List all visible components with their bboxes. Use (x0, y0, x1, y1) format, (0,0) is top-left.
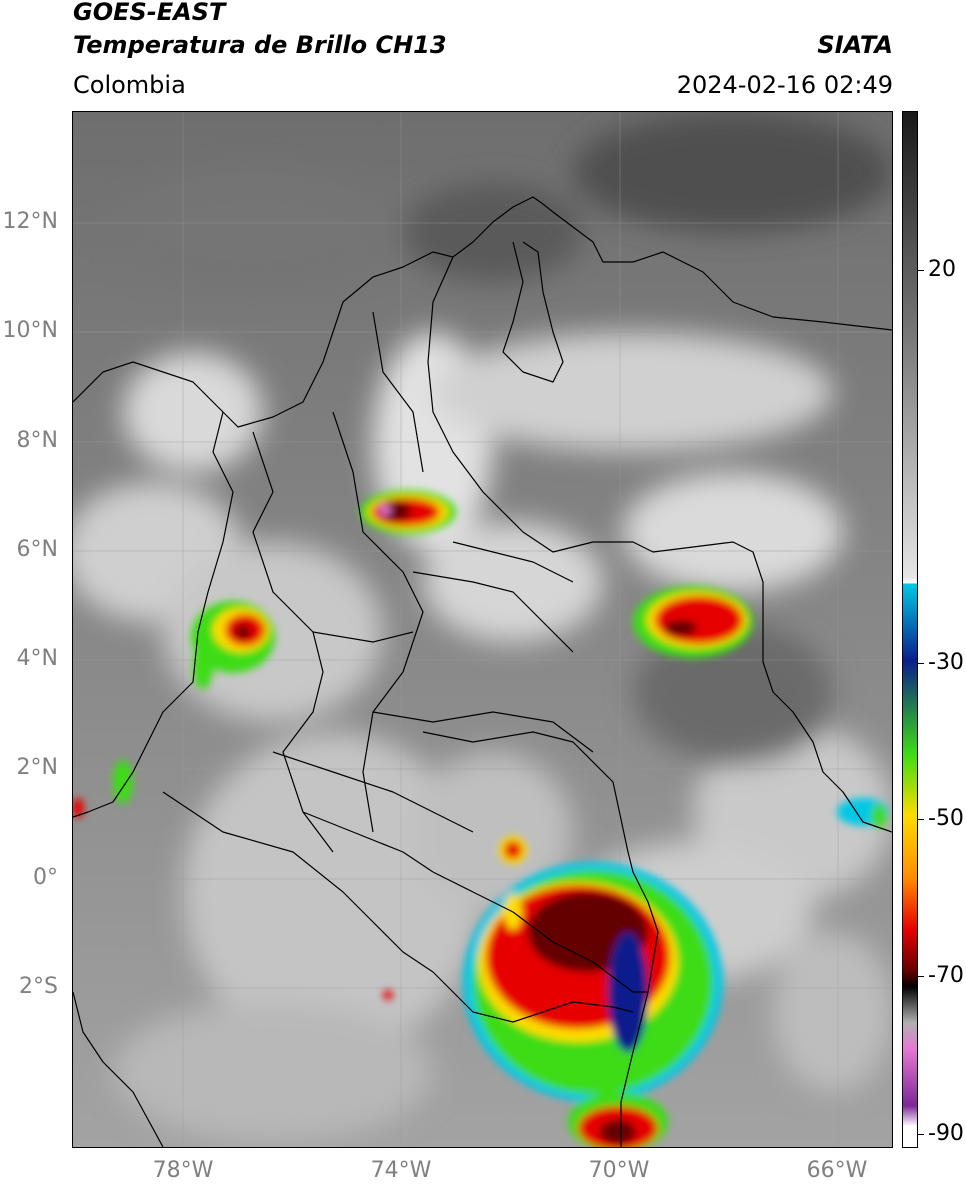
colorbar-tick (918, 1134, 924, 1135)
satellite-map (72, 111, 893, 1148)
lon-label-70w: 70°W (588, 1158, 650, 1183)
product-title: Temperatura de Brillo CH13 (73, 31, 447, 59)
lat-label-10n: 10°N (2, 318, 58, 343)
colorbar-label-minus50: -50 (928, 806, 964, 831)
lat-label-0: 0° (33, 865, 58, 890)
cloud-field (73, 332, 892, 1142)
lat-label-6n: 6°N (16, 537, 58, 562)
colorbar-tick (918, 663, 924, 664)
storm-cells (73, 490, 889, 1147)
colorbar-label-minus70: -70 (928, 963, 964, 988)
lat-label-8n: 8°N (16, 428, 58, 453)
satellite-title: GOES-EAST (73, 0, 226, 26)
lon-label-78w: 78°W (152, 1158, 214, 1183)
organization-label: SIATA (817, 31, 893, 59)
lat-label-2n: 2°N (16, 755, 58, 780)
colorbar-label-minus30: -30 (928, 650, 964, 675)
colorbar-label-minus90: -90 (928, 1121, 964, 1146)
temperature-colorbar (902, 111, 918, 1148)
lon-label-66w: 66°W (806, 1158, 868, 1183)
lat-label-4n: 4°N (16, 646, 58, 671)
colorbar-tick (918, 819, 924, 820)
lat-label-12n: 12°N (2, 209, 58, 234)
colorbar-label-20: 20 (928, 257, 956, 282)
region-label: Colombia (73, 71, 186, 99)
lon-label-74w: 74°W (370, 1158, 432, 1183)
lat-label-2s: 2°S (19, 974, 58, 999)
datetime-label: 2024-02-16 02:49 (676, 71, 893, 99)
colorbar-tick (918, 976, 924, 977)
boundaries (73, 196, 892, 1147)
colorbar-tick (918, 270, 924, 271)
